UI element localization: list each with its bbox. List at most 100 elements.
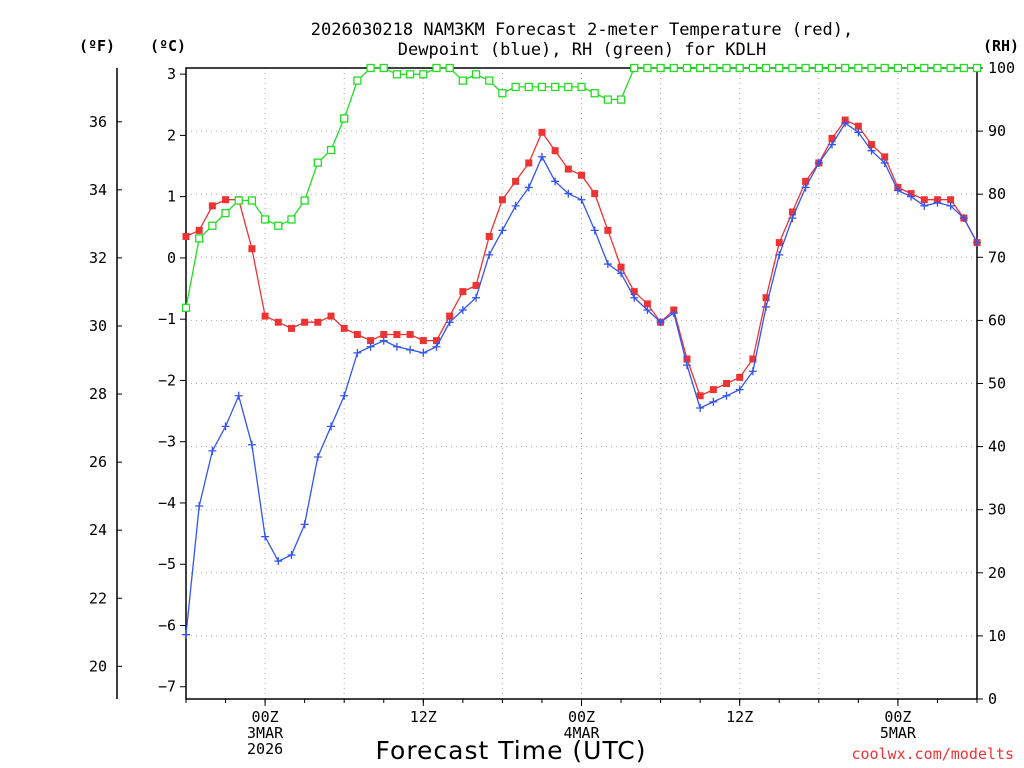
rh-point	[709, 63, 718, 73]
rh-point	[313, 158, 322, 167]
rh-point	[880, 63, 889, 73]
dewpoint-point	[827, 140, 836, 149]
dewpoint-point	[669, 309, 678, 318]
dewpoint-point	[617, 269, 626, 278]
dewpoint-point	[748, 367, 757, 376]
rh-point	[603, 95, 613, 104]
fahrenheit-tick-label: 26	[89, 453, 107, 471]
rh-tick-label: 70	[988, 248, 1006, 266]
celsius-unit-label: (ºC)	[150, 37, 186, 55]
temperature-point	[459, 288, 467, 296]
rh-point	[735, 63, 744, 73]
fahrenheit-tick-label: 24	[89, 521, 107, 539]
dewpoint-point	[327, 422, 336, 431]
rh-point	[234, 196, 243, 205]
rh-point	[498, 89, 507, 98]
fahrenheit-unit-label: (ºF)	[79, 37, 115, 55]
rh-point	[814, 63, 823, 73]
rh-point	[195, 234, 204, 243]
temperature-point	[406, 330, 414, 338]
celsius-tick-label: 2	[167, 126, 176, 144]
temperature-point	[854, 122, 862, 130]
rh-tick-label: 0	[988, 690, 997, 708]
rh-point	[445, 63, 454, 73]
rh-point	[775, 63, 784, 73]
rh-point	[366, 63, 375, 73]
dewpoint-point	[551, 177, 560, 186]
dewpoint-series	[182, 119, 981, 639]
temperature-point	[248, 245, 256, 253]
temperature-point	[762, 294, 770, 302]
rh-point	[616, 95, 626, 104]
temperature-point	[195, 226, 203, 234]
source-credit: coolwx.com/modelts	[851, 745, 1014, 763]
temperature-point	[512, 177, 520, 185]
rh-point	[972, 63, 982, 73]
dewpoint-point	[432, 342, 441, 351]
temperature-point	[340, 324, 348, 332]
temperature-point	[419, 337, 427, 345]
celsius-tick-label: −1	[158, 310, 176, 328]
rh-point	[722, 63, 731, 73]
dewpoint-point	[656, 318, 665, 327]
dewpoint-point	[682, 361, 691, 370]
celsius-tick-label: −4	[158, 494, 176, 512]
temperature-point	[643, 300, 651, 308]
rh-point	[630, 63, 639, 73]
rh-tick-label: 90	[988, 122, 1006, 140]
temperature-point	[327, 312, 335, 320]
rh-point	[537, 82, 547, 92]
temperature-point	[802, 177, 810, 185]
celsius-tick-label: −7	[158, 678, 176, 696]
chart-title-line-2: Dewpoint (blue), RH (green) for KDLH	[398, 40, 766, 60]
dewpoint-point	[313, 453, 322, 462]
rh-point	[432, 63, 441, 73]
rh-point	[933, 63, 942, 73]
rh-point	[353, 76, 362, 85]
dewpoint-point	[537, 152, 546, 161]
temperature-point	[617, 263, 625, 271]
dewpoint-point	[946, 201, 955, 210]
rh-point	[564, 82, 573, 92]
dewpoint-point	[893, 186, 902, 195]
fahrenheit-tick-label: 22	[89, 589, 107, 607]
temperature-point	[604, 226, 612, 234]
rh-tick-label: 40	[988, 438, 1006, 456]
rh-point	[274, 221, 283, 230]
temperature-point	[314, 318, 322, 326]
temperature-point	[578, 171, 585, 179]
rh-tick-label: 100	[988, 59, 1015, 77]
rh-point	[841, 63, 850, 73]
celsius-tick-label: 1	[167, 188, 176, 206]
rh-point	[696, 63, 705, 73]
dewpoint-point	[933, 198, 942, 207]
dewpoint-point	[498, 226, 507, 235]
grid-lines	[186, 67, 977, 699]
rh-point	[748, 63, 758, 73]
dewpoint-point	[630, 293, 639, 302]
fahrenheit-tick-label: 34	[89, 181, 107, 199]
rh-tick-label: 80	[988, 185, 1006, 203]
rh-point	[181, 303, 191, 312]
fahrenheit-tick-label: 30	[89, 317, 107, 335]
dewpoint-point	[247, 440, 256, 449]
dewpoint-point	[208, 446, 217, 455]
temperature-point	[367, 337, 375, 345]
rh-point	[867, 63, 876, 73]
dewpoint-point	[973, 238, 981, 247]
dewpoint-point	[485, 250, 494, 259]
time-tick-label: 5MAR	[880, 724, 917, 742]
dewpoint-point	[722, 391, 731, 400]
dewpoint-point	[261, 532, 270, 541]
rh-point	[893, 63, 903, 73]
time-tick-label: 3MAR	[247, 724, 284, 742]
temperature-point	[788, 208, 796, 216]
rh-point	[511, 82, 520, 92]
x-axis-label: Forecast Time (UTC)	[376, 736, 647, 765]
rh-point	[247, 196, 257, 205]
fahrenheit-tick-label: 20	[89, 657, 107, 675]
dewpoint-point	[880, 158, 889, 167]
dewpoint-point	[801, 183, 810, 192]
rh-tick-label: 10	[988, 627, 1006, 645]
